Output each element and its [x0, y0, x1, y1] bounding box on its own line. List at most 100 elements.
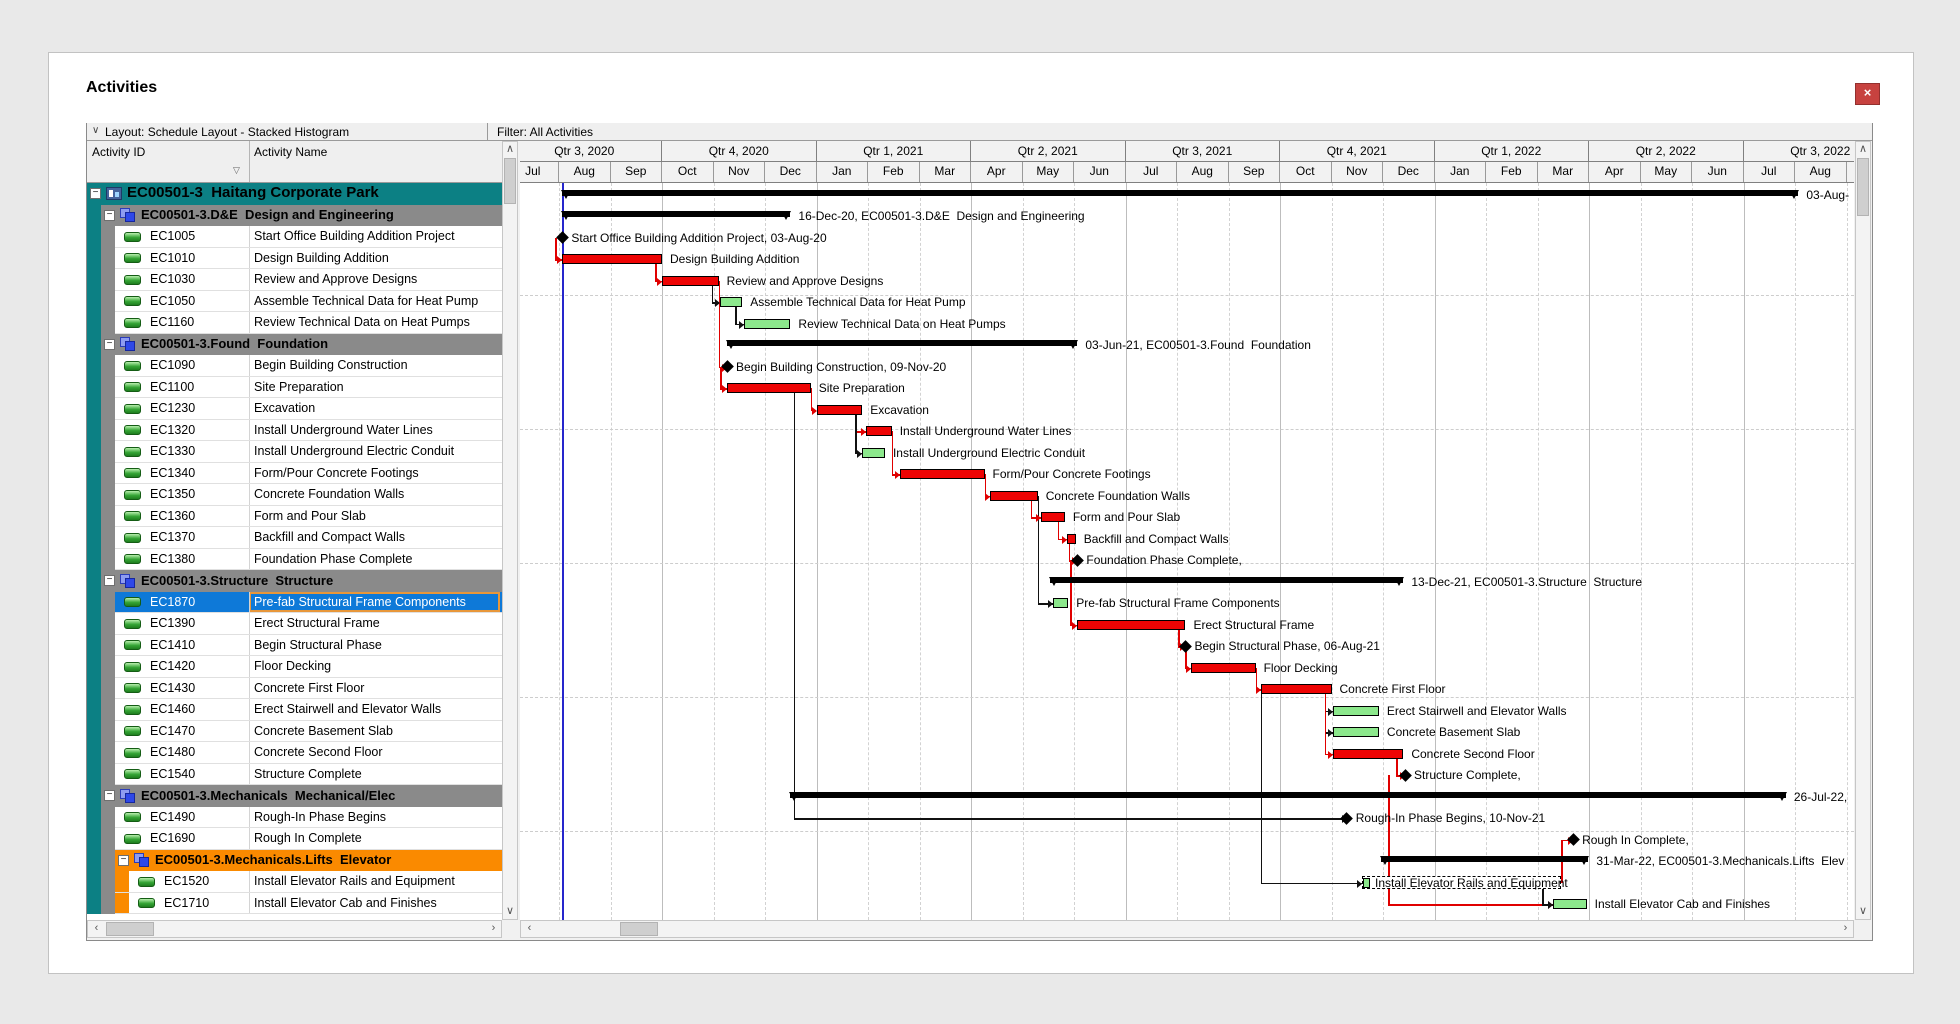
activity-bar[interactable] — [562, 254, 662, 265]
milestone-diamond[interactable] — [556, 231, 569, 245]
activity-bar[interactable] — [865, 426, 892, 437]
gantt-hscroll-thumb[interactable] — [620, 922, 658, 936]
activity-bar[interactable] — [720, 297, 743, 308]
table-row[interactable]: EC1870 Pre-fab Structural Frame Component… — [87, 591, 502, 613]
table-row[interactable]: EC1410 Begin Structural Phase — [87, 634, 502, 656]
activity-bar[interactable] — [1190, 662, 1256, 673]
table-row[interactable]: − EC00501-3.Found Foundation — [87, 333, 502, 355]
table-horizontal-scrollbar[interactable]: ‹ › — [87, 920, 502, 938]
timescale-quarter[interactable]: Qtr 3, 2022 — [1743, 141, 1854, 162]
activity-bar[interactable] — [900, 469, 985, 480]
table-row[interactable]: EC1100 Site Preparation — [87, 376, 502, 398]
table-row[interactable]: − EC00501-3.Mechanicals Mechanical/Elec — [87, 785, 502, 807]
timescale-month[interactable]: Sep — [1847, 162, 1855, 182]
table-vscroll-thumb[interactable] — [504, 158, 516, 204]
table-vertical-scrollbar[interactable]: ∧ ∨ — [502, 141, 518, 920]
timescale-month[interactable]: Mar — [1538, 162, 1589, 182]
table-row[interactable]: EC1330 Install Underground Electric Condu… — [87, 441, 502, 463]
collapse-icon[interactable]: − — [104, 575, 115, 586]
timescale-month[interactable]: Jul — [1744, 162, 1795, 182]
timescale-month[interactable]: Jun — [1074, 162, 1126, 182]
timescale-month[interactable]: Jun — [1692, 162, 1744, 182]
activity-bar[interactable] — [1333, 705, 1379, 716]
summary-bar[interactable] — [1049, 576, 1404, 583]
timescale-month[interactable]: Feb — [1486, 162, 1538, 182]
timescale-month[interactable]: Jul — [520, 162, 559, 182]
scroll-up-icon[interactable]: ∧ — [1856, 142, 1870, 157]
activity-bar[interactable] — [1260, 684, 1332, 695]
timescale-quarter[interactable]: Qtr 2, 2022 — [1589, 141, 1744, 162]
activity-bar[interactable] — [1041, 512, 1065, 523]
gantt-horizontal-scrollbar[interactable]: ‹ › — [520, 920, 1854, 938]
timescale-quarter[interactable]: Qtr 1, 2021 — [816, 141, 971, 162]
table-row[interactable]: EC1360 Form and Pour Slab — [87, 505, 502, 527]
timescale-month[interactable]: Sep — [611, 162, 662, 182]
activity-bar[interactable] — [1333, 748, 1404, 759]
table-row[interactable]: EC1540 Structure Complete — [87, 763, 502, 785]
timescale-month[interactable]: May — [1641, 162, 1692, 182]
timescale-quarter[interactable]: Qtr 1, 2022 — [1434, 141, 1589, 162]
table-row[interactable]: EC1050 Assemble Technical Data for Heat P… — [87, 290, 502, 312]
summary-bar[interactable] — [562, 189, 1799, 196]
timescale-quarter[interactable]: Qtr 2, 2021 — [971, 141, 1126, 162]
gantt-vertical-scrollbar[interactable]: ∧ ∨ — [1855, 141, 1871, 920]
timescale-month[interactable]: Jan — [817, 162, 868, 182]
table-row[interactable]: EC1090 Begin Building Construction — [87, 355, 502, 377]
collapse-icon[interactable]: − — [118, 854, 129, 866]
timescale-month[interactable]: Oct — [662, 162, 714, 182]
table-row[interactable]: EC1480 Concrete Second Floor — [87, 742, 502, 764]
table-row[interactable]: − EC00501-3.Structure Structure — [87, 570, 502, 592]
summary-bar[interactable] — [562, 211, 791, 218]
summary-bar[interactable] — [1380, 856, 1589, 863]
activity-bar[interactable] — [1333, 727, 1379, 738]
timescale-month[interactable]: Apr — [971, 162, 1023, 182]
scroll-left-icon[interactable]: ‹ — [522, 921, 537, 937]
column-header-activity-name[interactable]: Activity Name — [254, 145, 328, 159]
table-row[interactable]: EC1470 Concrete Basement Slab — [87, 720, 502, 742]
close-icon[interactable]: × — [1855, 83, 1880, 105]
table-row[interactable]: EC1230 Excavation — [87, 398, 502, 420]
collapse-icon[interactable]: − — [104, 209, 115, 221]
timescale-month[interactable]: Sep — [1229, 162, 1280, 182]
table-row[interactable]: EC1005 Start Office Building Addition Pro… — [87, 226, 502, 248]
activity-bar[interactable] — [1066, 533, 1076, 544]
timescale-month[interactable]: May — [1023, 162, 1074, 182]
table-row[interactable]: EC1690 Rough In Complete — [87, 828, 502, 850]
table-row[interactable]: − EC00501-3.D&E Design and Engineering — [87, 204, 502, 226]
table-row[interactable]: EC1520 Install Elevator Rails and Equipme… — [87, 871, 502, 893]
activity-bar[interactable] — [1077, 619, 1186, 630]
timescale-month[interactable]: Dec — [765, 162, 817, 182]
timescale-quarter[interactable]: Qtr 3, 2021 — [1125, 141, 1280, 162]
table-row[interactable]: EC1460 Erect Stairwell and Elevator Walls — [87, 699, 502, 721]
activity-bar[interactable] — [862, 447, 885, 458]
activity-bar[interactable] — [727, 383, 811, 394]
table-row[interactable]: EC1030 Review and Approve Designs — [87, 269, 502, 291]
summary-bar[interactable] — [727, 340, 1078, 347]
scroll-right-icon[interactable]: › — [1838, 921, 1853, 937]
collapse-icon[interactable]: − — [104, 338, 115, 350]
scroll-right-icon[interactable]: › — [486, 921, 501, 937]
table-row[interactable]: EC1340 Form/Pour Concrete Footings — [87, 462, 502, 484]
table-row[interactable]: EC1010 Design Building Addition — [87, 247, 502, 269]
gantt-vscroll-thumb[interactable] — [1857, 158, 1869, 216]
scroll-up-icon[interactable]: ∧ — [503, 142, 517, 157]
summary-bar[interactable] — [790, 791, 1786, 798]
timescale-quarter[interactable]: Qtr 3, 2020 — [520, 141, 662, 162]
timescale-month[interactable]: Oct — [1280, 162, 1332, 182]
table-row[interactable]: EC1710 Install Elevator Cab and Finishes — [87, 892, 502, 914]
table-row[interactable]: EC1320 Install Underground Water Lines — [87, 419, 502, 441]
activity-bar[interactable] — [662, 275, 719, 286]
table-row[interactable]: EC1370 Backfill and Compact Walls — [87, 527, 502, 549]
table-row[interactable]: EC1430 Concrete First Floor — [87, 677, 502, 699]
timescale-month[interactable]: Aug — [1177, 162, 1229, 182]
timescale-month[interactable]: Mar — [920, 162, 971, 182]
activity-bar[interactable] — [743, 318, 791, 329]
activity-bar[interactable] — [989, 490, 1038, 501]
filter-triangle-icon[interactable]: ▽ — [233, 165, 240, 175]
scroll-down-icon[interactable]: ∨ — [503, 904, 517, 919]
table-row[interactable]: − EC00501-3.Mechanicals.Lifts Elevator — [87, 849, 502, 871]
activity-bar[interactable] — [1552, 899, 1587, 910]
timescale-month[interactable]: Nov — [1332, 162, 1383, 182]
timescale-month[interactable]: Feb — [868, 162, 920, 182]
table-row[interactable]: EC1160 Review Technical Data on Heat Pump… — [87, 312, 502, 334]
